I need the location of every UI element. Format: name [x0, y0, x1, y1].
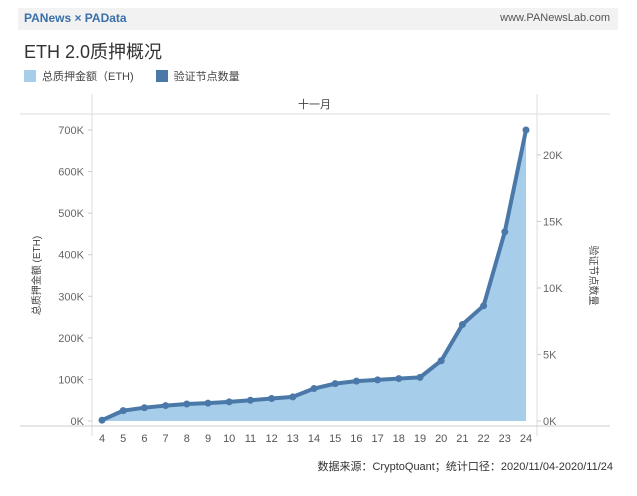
x-tick-label: 23: [499, 433, 511, 445]
x-tick-label: 18: [393, 433, 405, 445]
x-tick-label: 17: [371, 433, 383, 445]
validator-point: [522, 126, 530, 134]
area-total-staked: [102, 130, 526, 421]
legend-label-amount: 总质押金额（ETH): [42, 71, 134, 83]
legend-item-validators: 验证节点数量: [155, 68, 240, 84]
y-right-axis-label: 验证节点数量: [587, 246, 600, 306]
right-tick-label: 10K: [543, 283, 563, 295]
left-tick-label: 700K: [58, 125, 84, 137]
x-tick-label: 21: [456, 433, 468, 445]
legend-swatch-validators: [155, 70, 168, 82]
legend-swatch-amount: [24, 70, 36, 82]
x-tick-label: 19: [414, 433, 426, 445]
legend-label-validators: 验证节点数量: [173, 71, 240, 83]
left-tick-label: 600K: [58, 167, 84, 179]
x-tick-label: 12: [265, 433, 277, 445]
validator-point: [289, 393, 297, 401]
data-source: 数据来源：CryptoQuant；统计口径：2020/11/04-2020/11…: [317, 461, 613, 473]
right-tick-label: 15K: [543, 216, 563, 228]
validator-point: [458, 321, 466, 329]
x-tick-label: 20: [435, 433, 447, 445]
validator-point: [140, 404, 148, 412]
column-header: 十一月: [298, 97, 331, 111]
validator-point: [204, 399, 212, 407]
left-tick-label: 300K: [58, 291, 84, 303]
x-tick-label: 6: [141, 433, 147, 445]
x-tick-label: 22: [477, 433, 489, 445]
validator-point: [480, 302, 488, 310]
x-tick-label: 15: [329, 433, 341, 445]
legend-item-amount: 总质押金额（ETH): [24, 68, 134, 84]
validator-point: [268, 395, 276, 403]
validator-point: [119, 407, 127, 415]
x-tick-label: 11: [245, 433, 256, 445]
validator-point: [225, 398, 233, 406]
left-tick-label: 400K: [58, 250, 84, 262]
right-tick-label: 5K: [543, 349, 557, 361]
left-tick-label: 0K: [71, 416, 85, 428]
validator-point: [416, 373, 424, 381]
left-tick-label: 200K: [58, 333, 84, 345]
x-tick-label: 4: [99, 433, 105, 445]
x-tick-label: 13: [287, 433, 299, 445]
validator-point: [183, 400, 191, 408]
left-tick-label: 100K: [58, 374, 84, 386]
x-tick-label: 9: [205, 433, 211, 445]
header-bar: PANews × PAData www.PANewsLab.com: [18, 8, 618, 30]
validator-point: [374, 376, 382, 384]
site-url: www.PANewsLab.com: [500, 12, 610, 24]
validator-point: [310, 385, 318, 393]
right-tick-label: 20K: [543, 150, 563, 162]
x-tick-label: 10: [223, 433, 235, 445]
y-left-axis-label: 总质押金额 (ETH): [30, 236, 43, 315]
validator-point: [246, 396, 254, 404]
validator-point: [162, 402, 170, 410]
validator-point: [395, 375, 403, 383]
left-tick-label: 500K: [58, 208, 84, 220]
x-tick-label: 24: [520, 433, 532, 445]
x-tick-label: 8: [184, 433, 190, 445]
validator-point: [352, 377, 360, 385]
x-tick-label: 16: [350, 433, 362, 445]
right-tick-label: 0K: [543, 416, 557, 428]
validator-point: [437, 357, 445, 365]
x-tick-label: 5: [120, 433, 126, 445]
brand-logo: PANews × PAData: [24, 11, 127, 25]
validator-point: [98, 416, 106, 424]
x-tick-label: 14: [308, 433, 320, 445]
validator-point: [501, 228, 509, 236]
x-tick-label: 7: [163, 433, 169, 445]
page-title: ETH 2.0质押概况: [24, 42, 163, 62]
validator-point: [331, 380, 339, 388]
legend: 总质押金额（ETH) 验证节点数量: [24, 68, 262, 84]
